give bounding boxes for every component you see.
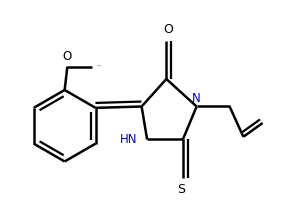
Text: N: N — [192, 92, 201, 105]
Text: OCH$_3$: OCH$_3$ — [96, 64, 102, 69]
Text: O: O — [63, 50, 72, 63]
Text: S: S — [178, 183, 186, 196]
Text: HN: HN — [120, 133, 138, 146]
Text: O: O — [163, 23, 173, 36]
